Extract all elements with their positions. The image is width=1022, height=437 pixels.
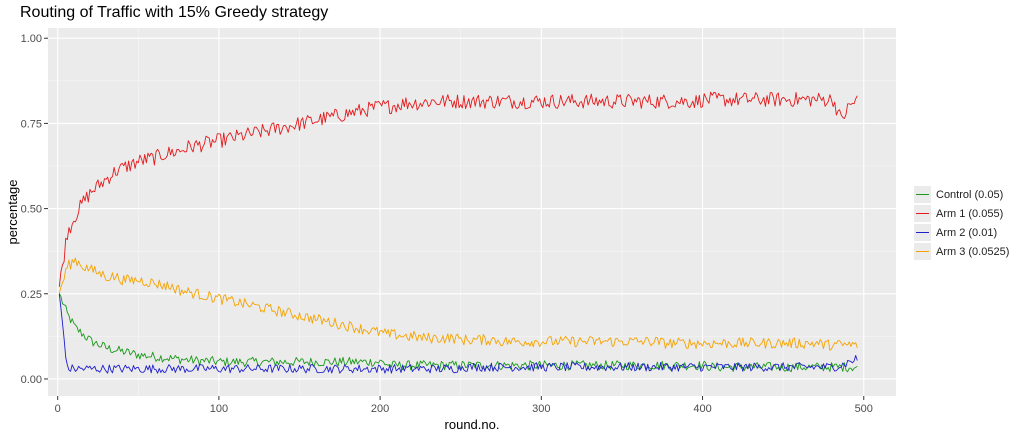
x-tick-label: 500 bbox=[855, 403, 873, 415]
legend-swatch-control bbox=[916, 194, 929, 195]
x-axis: 0 100 200 300 400 500 bbox=[55, 396, 873, 415]
legend-label-arm-2: Arm 2 (0.01) bbox=[936, 226, 998, 239]
legend-swatch-arm-1 bbox=[916, 213, 929, 214]
x-tick-label: 200 bbox=[371, 403, 389, 415]
series-line-2 bbox=[58, 293, 858, 374]
x-tick-label: 0 bbox=[55, 403, 61, 415]
y-tick-label: 0.75 bbox=[21, 118, 42, 130]
y-tick-label: 0.00 bbox=[21, 374, 42, 386]
y-tick-label: 0.25 bbox=[21, 289, 42, 301]
y-tick-label: 0.50 bbox=[21, 204, 42, 216]
series-lines bbox=[58, 91, 858, 374]
chart-title: Routing of Traffic with 15% Greedy strat… bbox=[20, 4, 329, 21]
legend-label-control: Control (0.05) bbox=[936, 188, 1004, 201]
x-axis-title: round.no. bbox=[445, 417, 500, 432]
plot-panel bbox=[48, 28, 896, 396]
legend-item-control: Control (0.05) bbox=[914, 185, 1020, 204]
grid bbox=[48, 28, 896, 396]
series-line-1 bbox=[58, 91, 858, 288]
legend: Control (0.05) Arm 1 (0.055) Arm 2 (0.01… bbox=[914, 185, 1020, 261]
legend-key-control bbox=[914, 186, 931, 203]
legend-label-arm-1: Arm 1 (0.055) bbox=[936, 207, 1004, 220]
legend-item-arm-2: Arm 2 (0.01) bbox=[914, 223, 1020, 242]
y-tick-label: 1.00 bbox=[21, 33, 42, 45]
legend-key-arm-1 bbox=[914, 205, 931, 222]
legend-item-arm-3: Arm 3 (0.0525) bbox=[914, 242, 1020, 261]
x-tick-label: 300 bbox=[532, 403, 550, 415]
legend-swatch-arm-3 bbox=[916, 251, 929, 252]
legend-label-arm-3: Arm 3 (0.0525) bbox=[936, 245, 1010, 258]
series-line-3 bbox=[58, 257, 858, 351]
x-tick-label: 400 bbox=[693, 403, 711, 415]
y-axis-title: percentage bbox=[5, 179, 20, 244]
y-axis: 0.00 0.25 0.50 0.75 1.00 bbox=[21, 33, 48, 386]
legend-key-arm-3 bbox=[914, 243, 931, 260]
legend-item-arm-1: Arm 1 (0.055) bbox=[914, 204, 1020, 223]
legend-swatch-arm-2 bbox=[916, 232, 929, 233]
legend-key-arm-2 bbox=[914, 224, 931, 241]
x-tick-label: 100 bbox=[210, 403, 228, 415]
